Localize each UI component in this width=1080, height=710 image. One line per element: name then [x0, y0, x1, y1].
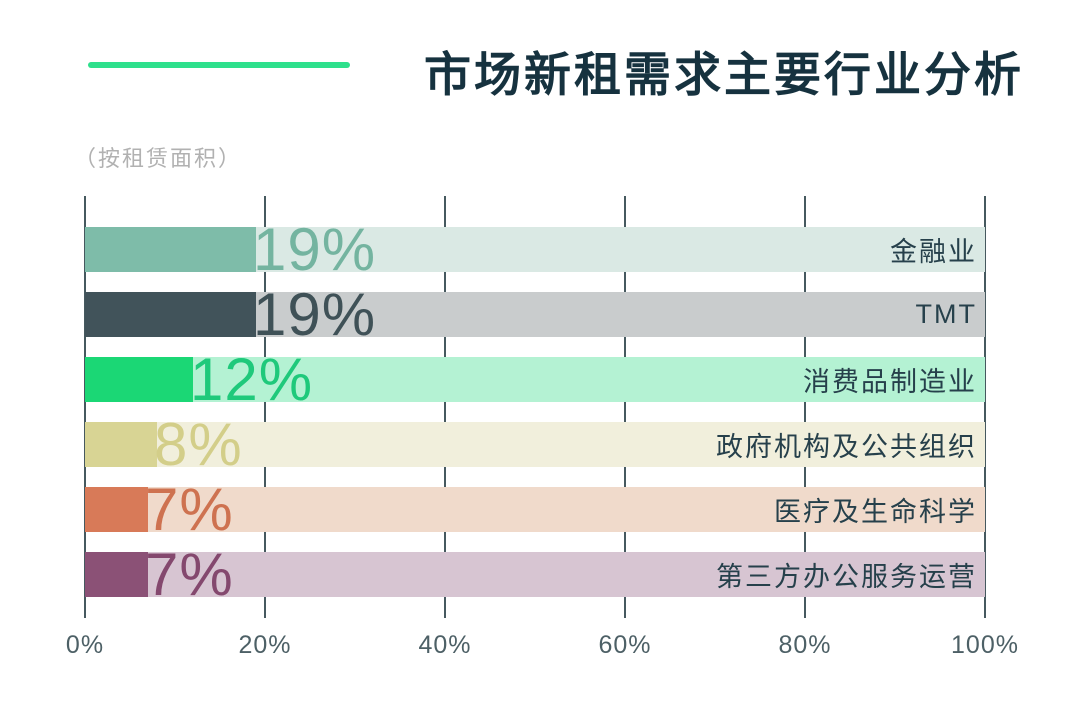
- bar-row: 7% 医疗及生命科学: [85, 479, 985, 539]
- chart-title: 市场新租需求主要行业分析: [424, 48, 1024, 101]
- bar-value-label: 19%: [253, 215, 377, 283]
- bar-track: [85, 487, 985, 532]
- gridline: [84, 196, 86, 618]
- bar-fill: [85, 227, 256, 272]
- bar-value-label: 19%: [253, 280, 377, 348]
- bar-value-label: 12%: [190, 345, 314, 413]
- x-tick-label: 60%: [598, 631, 652, 659]
- bar-row: 8% 政府机构及公共组织: [85, 414, 985, 474]
- bar-row: 7% 第三方办公服务运营: [85, 544, 985, 604]
- bar-category-label: TMT: [915, 299, 977, 329]
- bar-track: [85, 552, 985, 597]
- bar-value-label: 7%: [145, 540, 234, 608]
- bar-row: 19% TMT: [85, 284, 985, 344]
- bar-fill: [85, 552, 148, 597]
- bar-row: 19% 金融业: [85, 219, 985, 279]
- bar-category-label: 政府机构及公共组织: [716, 432, 977, 462]
- bar-fill: [85, 292, 256, 337]
- bar-category-label: 消费品制造业: [803, 367, 977, 397]
- gridline: [264, 196, 266, 618]
- gridline: [624, 196, 626, 618]
- bar-category-label: 医疗及生命科学: [774, 497, 977, 527]
- gridline: [804, 196, 806, 618]
- bar-value-label: 8%: [154, 410, 243, 478]
- bar-chart-plot-area: 19% 金融业 19% TMT 12% 消费品制造业 8% 政府机构及公共组织 …: [84, 196, 986, 618]
- bar-track: [85, 422, 985, 467]
- gridline: [444, 196, 446, 618]
- x-tick-label: 100%: [951, 631, 1019, 659]
- bar-track: [85, 357, 985, 402]
- bar-rows: 19% 金融业 19% TMT 12% 消费品制造业 8% 政府机构及公共组织 …: [85, 219, 985, 604]
- x-tick-label: 20%: [238, 631, 292, 659]
- bar-row: 12% 消费品制造业: [85, 349, 985, 409]
- x-tick-label: 80%: [778, 631, 832, 659]
- x-tick-label: 0%: [65, 631, 105, 659]
- gridlines: [84, 196, 986, 618]
- bar-fill: [85, 422, 157, 467]
- x-tick-label: 40%: [418, 631, 472, 659]
- gridline: [984, 196, 986, 618]
- title-accent-line: [88, 62, 350, 68]
- bar-fill: [85, 357, 193, 402]
- chart-subtitle: （按租赁面积）: [74, 146, 243, 171]
- bar-value-label: 7%: [145, 475, 234, 543]
- bar-category-label: 第三方办公服务运营: [716, 562, 977, 592]
- bar-category-label: 金融业: [890, 237, 977, 267]
- x-axis: 0% 20% 40% 60% 80% 100%: [66, 631, 1018, 663]
- bar-fill: [85, 487, 148, 532]
